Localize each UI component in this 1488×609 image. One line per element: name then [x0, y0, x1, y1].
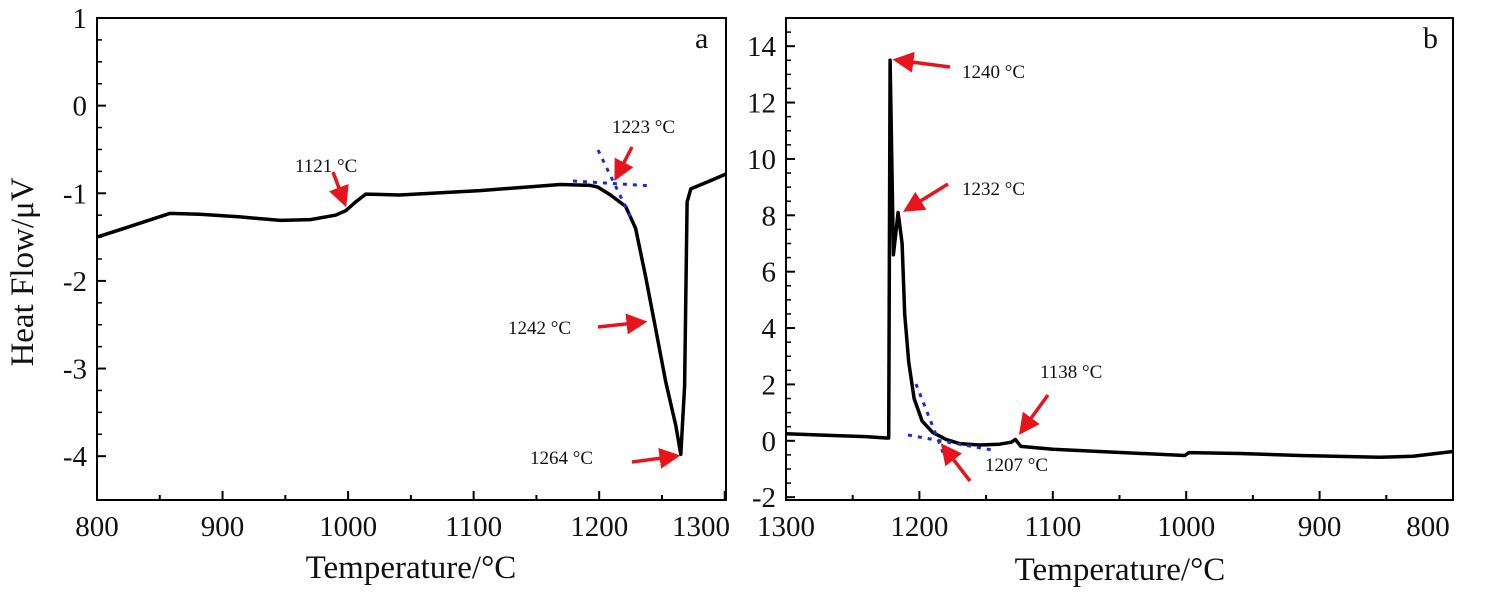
- x-axis-title-a: Temperature/°C: [306, 550, 517, 586]
- x-tick-label: 900: [201, 511, 245, 543]
- y-tick-label: 6: [762, 257, 777, 289]
- tangent-baseline-a: [572, 179, 653, 188]
- y-tick-label: 12: [747, 88, 776, 120]
- tangent-slope-a: [596, 149, 635, 223]
- arrow-1240: [892, 51, 951, 73]
- x-axis-title-b: Temperature/°C: [1015, 552, 1226, 588]
- tangent-lines-a: [572, 149, 653, 223]
- y-tick-label: -2: [63, 266, 87, 298]
- x-tick-label: 1200: [570, 511, 628, 543]
- y-tick-label: -2: [752, 482, 776, 514]
- y-axis-title-a: Heat Flow/μV: [5, 177, 41, 366]
- x-tick-label: 800: [1406, 511, 1450, 543]
- plot-frame-b: [785, 17, 1454, 501]
- arrow-1223: [614, 146, 634, 182]
- series-line-b: [785, 58, 1454, 459]
- annotation-1207: 1207 °C: [985, 455, 1048, 476]
- x-tick-label: 1300: [672, 511, 730, 543]
- x-tick-label: 1100: [445, 511, 502, 543]
- tangent-baseline-b: [907, 433, 993, 452]
- panel-a: 800 900 1000 1100 1200 1300 -4 -3 -2 -1 0 1 a Tempe…: [5, 3, 730, 586]
- panel-label-b: b: [1423, 22, 1438, 55]
- arrow-1138: [1018, 393, 1050, 435]
- x-tick-label: 1000: [319, 511, 377, 543]
- annotation-1240: 1240 °C: [962, 62, 1025, 83]
- y-tick-label: 8: [762, 200, 777, 232]
- y-tick-label: 1: [73, 3, 88, 35]
- y-tick-label: 14: [747, 31, 777, 63]
- annotation-1223: 1223 °C: [612, 117, 675, 138]
- annotation-1232: 1232 °C: [962, 179, 1025, 200]
- ticks-b: 1300 1200 1100 1000 900 800 -2 0 2 4 6 8 10 12 14: [747, 17, 1454, 543]
- arrow-1207: [940, 443, 972, 483]
- annotation-1121: 1121 °C: [295, 156, 357, 177]
- ticks-a: 800 900 1000 1100 1200 1300 -4 -3 -2 -1 0 1: [63, 3, 730, 543]
- x-tick-label: 1200: [890, 511, 948, 543]
- annotations-b: 1240 °C 1232 °C 1138 °C 1207 °C: [892, 51, 1102, 483]
- annotations-a: 1121 °C 1223 °C 1242 °C 1264 °C: [295, 117, 681, 469]
- annotation-1264: 1264 °C: [530, 448, 593, 469]
- y-tick-label: -4: [63, 441, 88, 473]
- y-tick-label: 0: [73, 91, 88, 123]
- panel-label-a: a: [695, 22, 708, 55]
- x-tick-label: 800: [75, 511, 119, 543]
- tangent-slope-b: [914, 383, 950, 466]
- panel-b: 1300 1200 1100 1000 900 800 -2 0 2 4 6 8 10 12 14 b Te…: [747, 17, 1454, 588]
- y-tick-label: 10: [747, 144, 776, 176]
- annotation-1138: 1138 °C: [1040, 362, 1102, 383]
- arrow-1242: [597, 313, 648, 335]
- y-tick-label: -1: [63, 178, 87, 210]
- arrow-1121: [329, 171, 349, 208]
- x-tick-label: 1100: [1024, 511, 1081, 543]
- annotation-1242: 1242 °C: [508, 318, 571, 339]
- series-line-a: [96, 172, 727, 457]
- arrow-1264: [631, 447, 681, 469]
- plot-frame-a: [96, 17, 727, 501]
- arrow-1232: [903, 182, 949, 212]
- x-tick-label: 1000: [1157, 511, 1215, 543]
- y-tick-label: 0: [762, 426, 777, 458]
- x-tick-label: 900: [1298, 511, 1342, 543]
- x-tick-label: 1300: [757, 511, 815, 543]
- y-tick-label: -3: [63, 354, 87, 386]
- y-tick-label: 2: [762, 369, 777, 401]
- y-tick-label: 4: [762, 313, 777, 345]
